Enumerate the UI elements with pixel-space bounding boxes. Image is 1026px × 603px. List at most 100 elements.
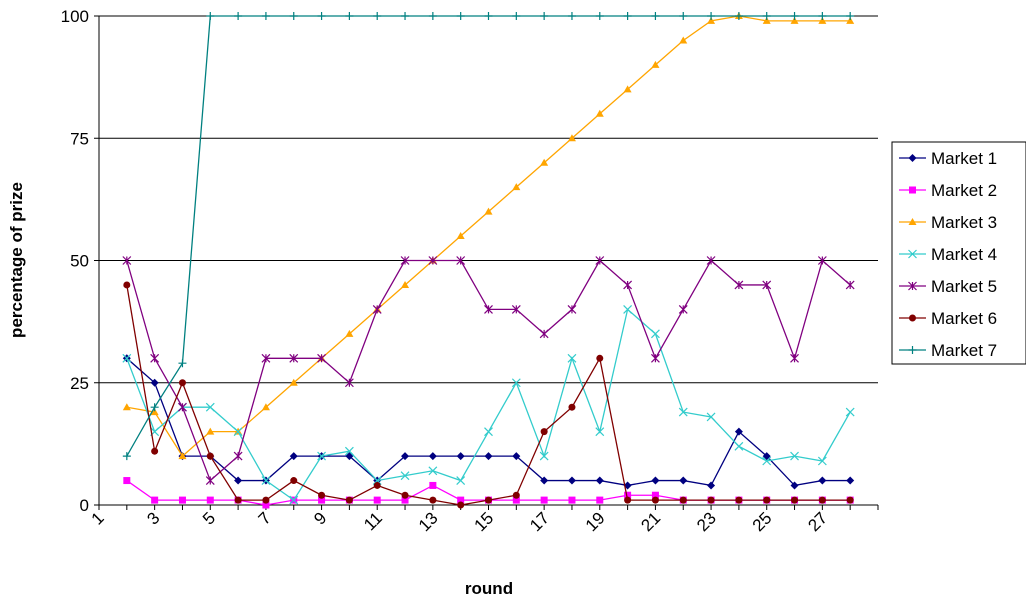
data-point <box>456 452 465 461</box>
data-point <box>707 496 715 504</box>
data-point <box>317 12 326 20</box>
data-point <box>428 256 438 265</box>
data-point <box>595 12 604 20</box>
data-point <box>205 476 215 485</box>
data-point <box>372 304 382 314</box>
data-point <box>762 456 772 466</box>
data-point <box>205 402 215 412</box>
data-point <box>818 16 827 24</box>
series-group <box>122 12 855 509</box>
series-line <box>126 15 851 457</box>
data-point <box>679 476 688 485</box>
data-point <box>540 496 548 504</box>
data-point <box>178 359 187 368</box>
data-point <box>123 281 131 289</box>
data-point <box>289 353 299 363</box>
data-point <box>512 12 521 20</box>
data-point <box>540 158 549 166</box>
data-point <box>846 16 855 24</box>
data-point <box>762 16 771 24</box>
data-point <box>908 218 917 225</box>
data-point <box>651 491 659 499</box>
x-tick-label: 19 <box>582 508 609 535</box>
legend-label: Market 3 <box>931 213 997 232</box>
data-point <box>595 476 604 485</box>
series-market-5 <box>122 256 855 485</box>
data-point <box>233 451 243 461</box>
data-point <box>484 452 493 461</box>
data-point <box>734 12 743 20</box>
data-point <box>624 491 632 499</box>
series-market-4 <box>122 304 855 505</box>
x-tick-label: 27 <box>804 508 831 535</box>
series-line <box>126 15 851 458</box>
data-point <box>707 12 716 20</box>
data-point <box>679 12 688 20</box>
legend-item: Market 1 <box>899 149 997 168</box>
data-point <box>734 441 744 451</box>
series-line <box>126 308 851 502</box>
x-tick-label: 3 <box>143 508 163 528</box>
data-point <box>846 496 854 504</box>
data-point <box>567 12 576 20</box>
data-point <box>428 12 437 20</box>
data-point <box>909 314 916 322</box>
y-tick-label: 25 <box>70 374 89 393</box>
data-point <box>540 428 548 436</box>
data-point <box>485 496 492 504</box>
data-point <box>457 501 465 509</box>
data-point <box>484 12 493 20</box>
data-point <box>457 496 465 504</box>
axes <box>98 16 878 506</box>
data-point <box>206 452 214 460</box>
data-point <box>234 476 243 485</box>
data-point <box>401 496 409 504</box>
data-point <box>595 256 605 265</box>
series-market-3 <box>122 12 855 460</box>
data-point <box>373 12 382 20</box>
series-market-7 <box>122 12 855 461</box>
data-point <box>512 452 521 461</box>
data-point <box>429 496 437 504</box>
data-point <box>596 354 604 362</box>
data-point <box>317 353 326 363</box>
data-point <box>539 329 549 339</box>
data-point <box>651 12 660 20</box>
data-point <box>762 452 771 461</box>
legend-label: Market 1 <box>931 149 997 168</box>
data-point <box>234 496 242 504</box>
data-point <box>428 466 438 476</box>
data-point <box>345 496 353 504</box>
data-point <box>762 12 771 20</box>
data-point <box>429 481 437 489</box>
data-point <box>651 496 659 504</box>
data-point <box>318 496 326 504</box>
data-point <box>623 85 632 93</box>
series-market-1 <box>122 354 855 490</box>
data-point <box>846 12 855 20</box>
data-point <box>262 496 270 504</box>
data-point <box>456 476 466 485</box>
data-point <box>706 256 716 265</box>
data-point <box>596 496 604 504</box>
data-point <box>908 346 917 354</box>
data-point <box>122 353 132 363</box>
data-point <box>512 491 520 499</box>
data-point <box>373 481 381 489</box>
data-point <box>567 353 577 363</box>
data-point <box>178 452 187 460</box>
y-tick-labels: 0 25 50 75 100 <box>61 7 89 515</box>
data-point <box>817 456 827 466</box>
data-point <box>401 280 410 288</box>
data-point <box>261 403 270 411</box>
x-axis-title: round <box>465 579 513 598</box>
data-point <box>484 207 493 215</box>
data-point <box>568 496 576 504</box>
series-line <box>126 284 851 506</box>
x-tick-label: 1 <box>88 508 108 528</box>
data-point <box>400 256 410 265</box>
legend-item: Market 4 <box>899 245 997 264</box>
data-point <box>540 476 549 485</box>
data-point <box>818 476 827 485</box>
data-point <box>790 451 799 461</box>
